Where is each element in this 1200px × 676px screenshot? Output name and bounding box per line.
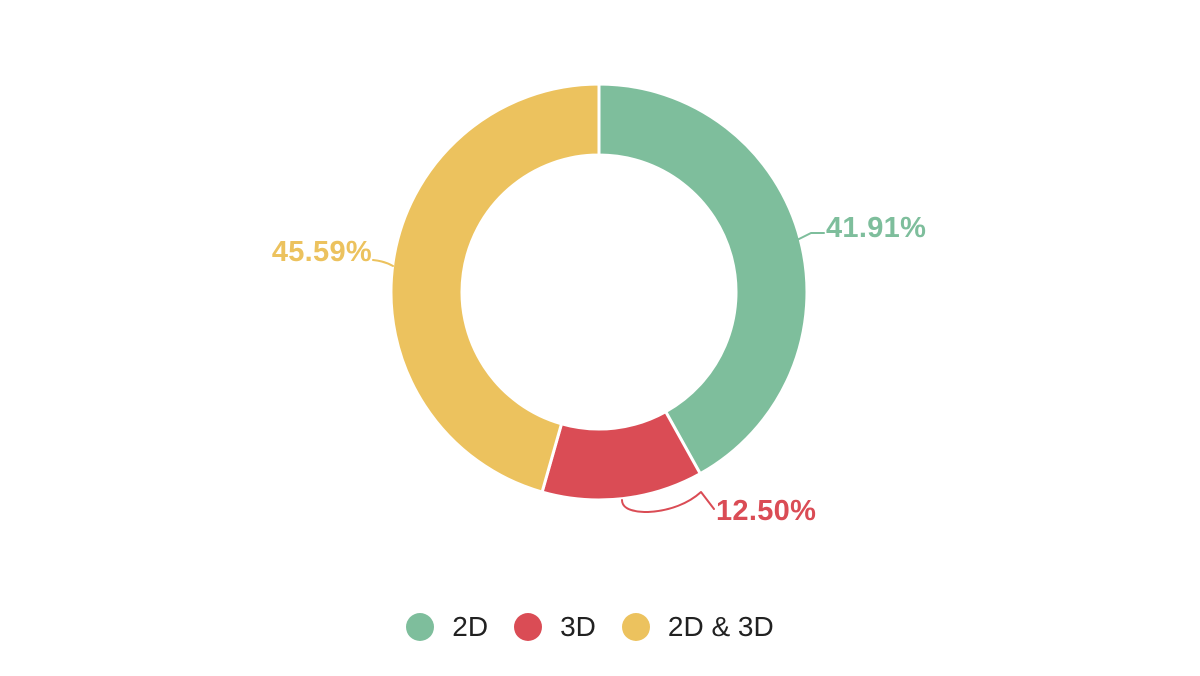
legend-swatch-3d (514, 613, 543, 641)
donut-slice-2d[interactable] (597, 82, 809, 476)
legend-swatch-2d (406, 613, 435, 641)
leader-line-3d (621, 491, 715, 513)
legend-item-3d[interactable]: 3D (514, 610, 596, 644)
leader-line-2d-and-3d (372, 259, 394, 267)
legend-label-3d: 3D (560, 611, 596, 642)
slice-value-label-2d-and-3d: 45.59% (271, 236, 372, 268)
donut-slice-2d-3d[interactable] (389, 82, 601, 494)
slice-value-label-3d: 12.50% (716, 495, 817, 527)
legend-label-2d: 2D (452, 611, 489, 642)
legend-swatch-2d-and-3d (621, 613, 650, 641)
legend-label-2d-and-3d: 2D & 3D (667, 611, 774, 642)
label-leader-lines (372, 232, 825, 513)
legend-item-2d[interactable]: 2D (406, 610, 488, 644)
slice-value-label-2d: 41.91% (826, 212, 927, 244)
donut-segments (389, 82, 809, 502)
legend-item-2d-and-3d[interactable]: 2D & 3D (621, 610, 774, 644)
leader-line-2d (794, 232, 825, 242)
chart-legend: 2D 3D 2D & 3D (0, 606, 1190, 648)
